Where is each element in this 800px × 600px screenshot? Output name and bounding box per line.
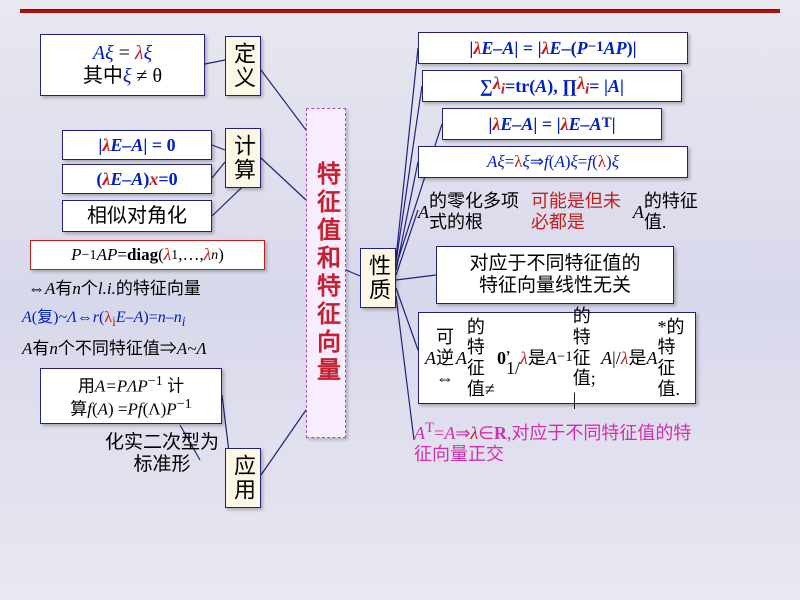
box-definition-eq: Aξ = λξ 其中ξ ≠ θ <box>40 34 205 96</box>
text: Aξ = λξ <box>93 42 152 65</box>
label-calculation: 计算 <box>225 128 261 188</box>
text: 算f(A) =Pf(Λ)P−1 <box>70 396 192 419</box>
top-rule <box>20 10 780 13</box>
text-quadratic-form: 化实二次型为标准形 <box>82 430 242 478</box>
box-char-eq: (λE–A)x = 0 <box>62 164 212 194</box>
text-complex-sim: A(复)~Λ⇔r(λiE–A)=n–ni <box>22 306 290 332</box>
box-trace-det: ∑λi = tr(A), ∏λi = |A| <box>422 70 682 102</box>
box-compute-fA: 用A=PΛP−1 计 算f(A) =Pf(Λ)P−1 <box>40 368 222 424</box>
box-char-det: |λE–A| = 0 <box>62 130 212 160</box>
text: 其中ξ ≠ θ <box>83 65 162 88</box>
box-poly-eigen: Aξ=λξ⇒f(A)ξ=f(λ)ξ <box>418 146 688 178</box>
box-distinct-li: 对应于不同特征值的特征向量线性无关 <box>436 246 674 304</box>
text: 用A=PΛP−1 计 <box>78 373 184 396</box>
box-transpose-det: |λE–A| = |λE–AT| <box>442 108 662 140</box>
central-title: 特征值和特征向量 <box>306 108 346 438</box>
text-annihilating-poly: A的零化多项式的根可能是但未必都是A的特征值. <box>418 184 698 240</box>
text-symmetric-orthogonal: AT=A⇒λ∈R,对应于不同特征值的特征向量正交 <box>414 412 704 472</box>
label-property: 性质 <box>360 248 396 308</box>
label-definition: 定义 <box>225 36 261 96</box>
box-diag-formula: P −1AP=diag(λ1,…,λn) <box>30 240 265 270</box>
text-n-distinct: A有n个不同特征值⇒A~Λ <box>22 336 282 362</box>
box-diagonalization: 相似对角化 <box>62 200 212 232</box>
text-li-eigenvectors: ⇔A有n个l.i.的特征向量 <box>28 276 268 302</box>
box-similar-det: |λE–A| = |λE–(P−1AP)| <box>418 32 688 64</box>
box-invertible: A可逆⇔A的特征值≠0,1/λ是A−1的特征值;|A|/λ是A*的特征值. <box>418 312 696 404</box>
